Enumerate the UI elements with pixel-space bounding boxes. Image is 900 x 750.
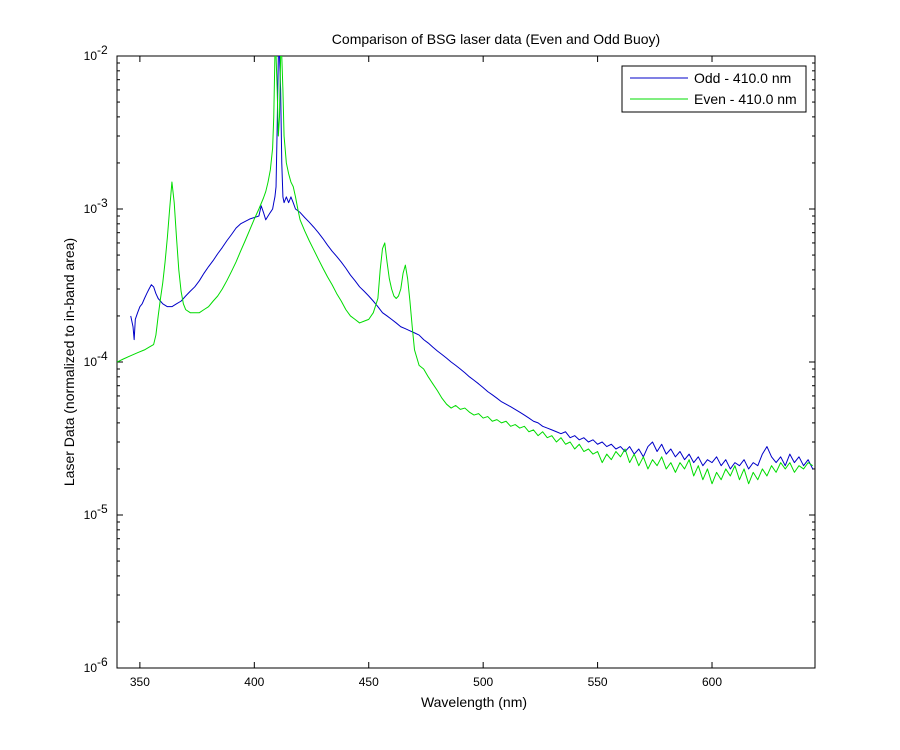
x-tick-label: 600	[702, 675, 722, 689]
x-tick-label: 350	[130, 675, 150, 689]
y-tick-exponent: -3	[97, 196, 108, 210]
y-tick-exponent: -4	[97, 349, 108, 363]
y-tick-exponent: -5	[97, 502, 108, 516]
x-axis-title: Wavelength (nm)	[421, 694, 527, 710]
x-tick-label: 450	[359, 675, 379, 689]
x-tick-label: 400	[244, 675, 264, 689]
legend-label-odd: Odd - 410.0 nm	[694, 70, 791, 86]
legend-label-even: Even - 410.0 nm	[694, 91, 797, 107]
x-axis: 350 400 450 500 550 600	[130, 56, 722, 689]
y-tick-label: 10	[84, 661, 98, 675]
legend-box	[621, 65, 807, 113]
y-tick-label: 10	[84, 49, 98, 63]
series-line-odd	[130, 56, 814, 470]
y-axis: 10-610-510-410-310-2	[84, 43, 815, 675]
y-tick-exponent: -2	[97, 43, 108, 57]
y-tick-label: 10	[84, 202, 98, 216]
plot-area	[116, 55, 816, 669]
y-tick-label: 10	[84, 508, 98, 522]
series-layer	[117, 56, 814, 485]
y-axis-title: Laser Data (normalized to in-band area)	[61, 238, 77, 486]
legend: Odd - 410.0 nm Even - 410.0 nm	[621, 65, 807, 113]
y-tick-label: 10	[84, 355, 98, 369]
y-tick-exponent: -6	[97, 655, 108, 669]
series-line-even	[117, 56, 813, 485]
x-tick-label: 500	[473, 675, 493, 689]
x-tick-label: 550	[588, 675, 608, 689]
chart-title: Comparison of BSG laser data (Even and O…	[332, 31, 660, 47]
